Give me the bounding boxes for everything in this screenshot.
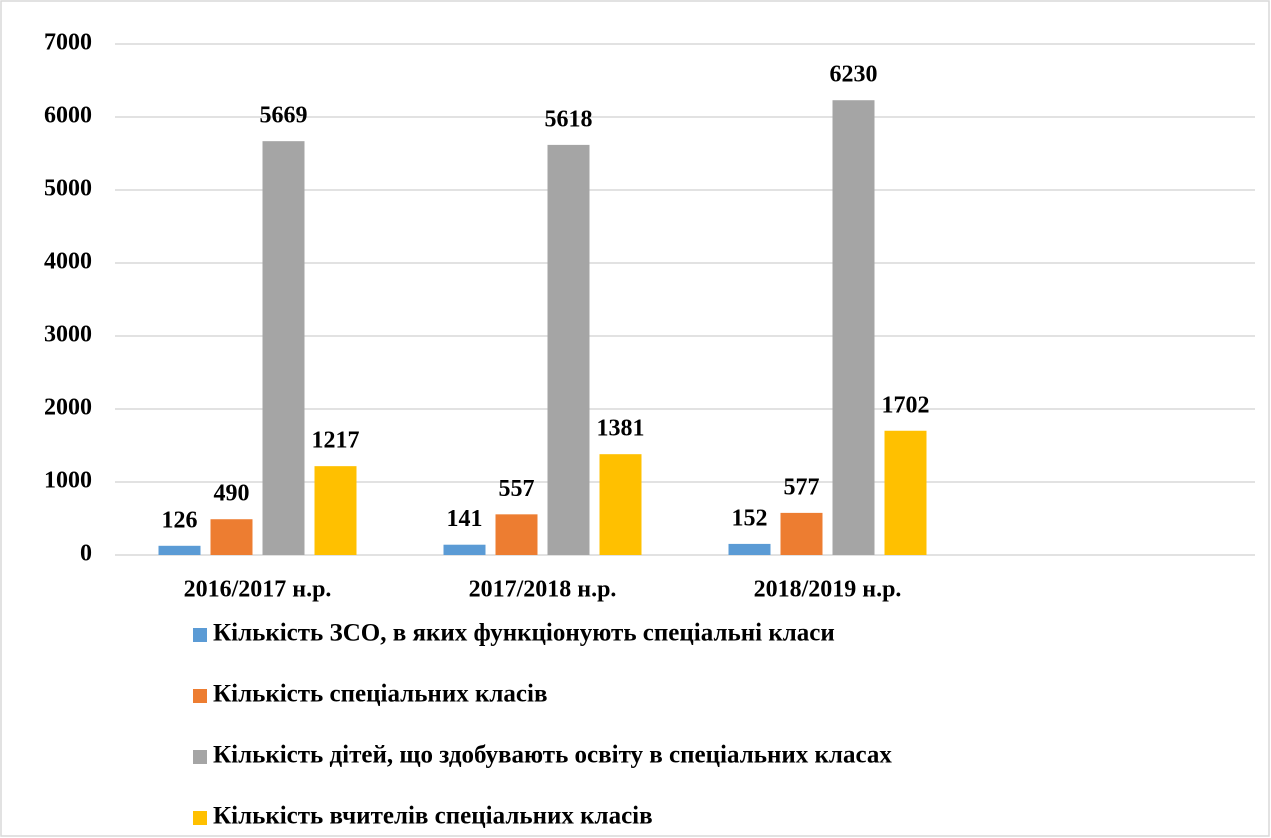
y-tick-label: 7000 xyxy=(44,30,92,56)
legend-swatch xyxy=(193,811,207,825)
x-tick-label: 2016/2017 н.р. xyxy=(184,577,332,603)
data-label: 126 xyxy=(162,507,198,533)
y-tick-label: 3000 xyxy=(44,322,92,348)
bar xyxy=(728,543,771,555)
y-tick-label: 0 xyxy=(80,541,92,567)
legend-label: Кількість дітей, що здобувають освіту в … xyxy=(213,742,892,769)
y-tick-label: 6000 xyxy=(44,103,92,129)
data-label: 577 xyxy=(784,474,820,500)
x-tick-label: 2017/2018 н.р. xyxy=(469,577,617,603)
data-label: 152 xyxy=(732,505,768,531)
bar xyxy=(832,100,875,556)
data-label: 1381 xyxy=(597,416,645,442)
y-tick-label: 5000 xyxy=(44,176,92,202)
data-label: 6230 xyxy=(830,62,878,88)
data-label: 1217 xyxy=(312,428,360,454)
data-label: 5618 xyxy=(545,106,593,132)
bar xyxy=(158,545,201,555)
data-label: 490 xyxy=(214,481,250,507)
bar xyxy=(599,454,642,555)
x-tick-label: 2018/2019 н.р. xyxy=(754,577,902,603)
legend-label: Кількість вчителів спеціальних класів xyxy=(213,803,653,830)
y-tick-label: 2000 xyxy=(44,395,92,421)
bar xyxy=(314,466,357,555)
legend-swatch xyxy=(193,628,207,642)
bar xyxy=(780,512,823,555)
legend-swatch xyxy=(193,689,207,703)
data-label: 1702 xyxy=(882,392,930,418)
legend-swatch xyxy=(193,750,207,764)
bar xyxy=(495,514,538,555)
legend-label: Кількість спеціальних класів xyxy=(213,681,547,708)
legend-label: Кількість ЗСО, в яких функціонують спеці… xyxy=(213,620,835,647)
bar xyxy=(547,144,590,556)
y-tick-label: 1000 xyxy=(44,468,92,494)
bar xyxy=(210,519,253,555)
y-tick-label: 4000 xyxy=(44,249,92,275)
data-label: 5669 xyxy=(260,103,308,129)
data-label: 141 xyxy=(447,506,483,532)
bar xyxy=(443,544,486,555)
data-label: 557 xyxy=(499,476,535,502)
bar xyxy=(262,141,305,555)
bar xyxy=(884,430,927,555)
